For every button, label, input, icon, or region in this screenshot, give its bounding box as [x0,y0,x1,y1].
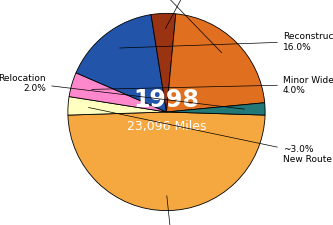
Text: Reconstruction
16.0%: Reconstruction 16.0% [120,32,333,52]
Wedge shape [68,112,265,211]
Text: Minor Widening
4.0%: Minor Widening 4.0% [92,75,333,95]
Wedge shape [76,16,166,112]
Text: Restoration &
Rehabilitation
22.0%: Restoration & Rehabilitation 22.0% [98,0,222,54]
Wedge shape [166,103,265,116]
Text: Major Widening
4.0%: Major Widening 4.0% [165,0,236,30]
Wedge shape [69,74,166,112]
Text: ~3.0%
New Route: ~3.0% New Route [89,108,332,163]
Text: 23,096 Miles: 23,096 Miles [127,120,206,133]
Text: 49.0%
Resurfacing: 49.0% Resurfacing [148,196,201,225]
Wedge shape [68,97,166,116]
Wedge shape [151,14,176,112]
Text: 1998: 1998 [134,88,199,112]
Text: Relocation
2.0%: Relocation 2.0% [0,73,244,110]
Wedge shape [166,15,265,112]
